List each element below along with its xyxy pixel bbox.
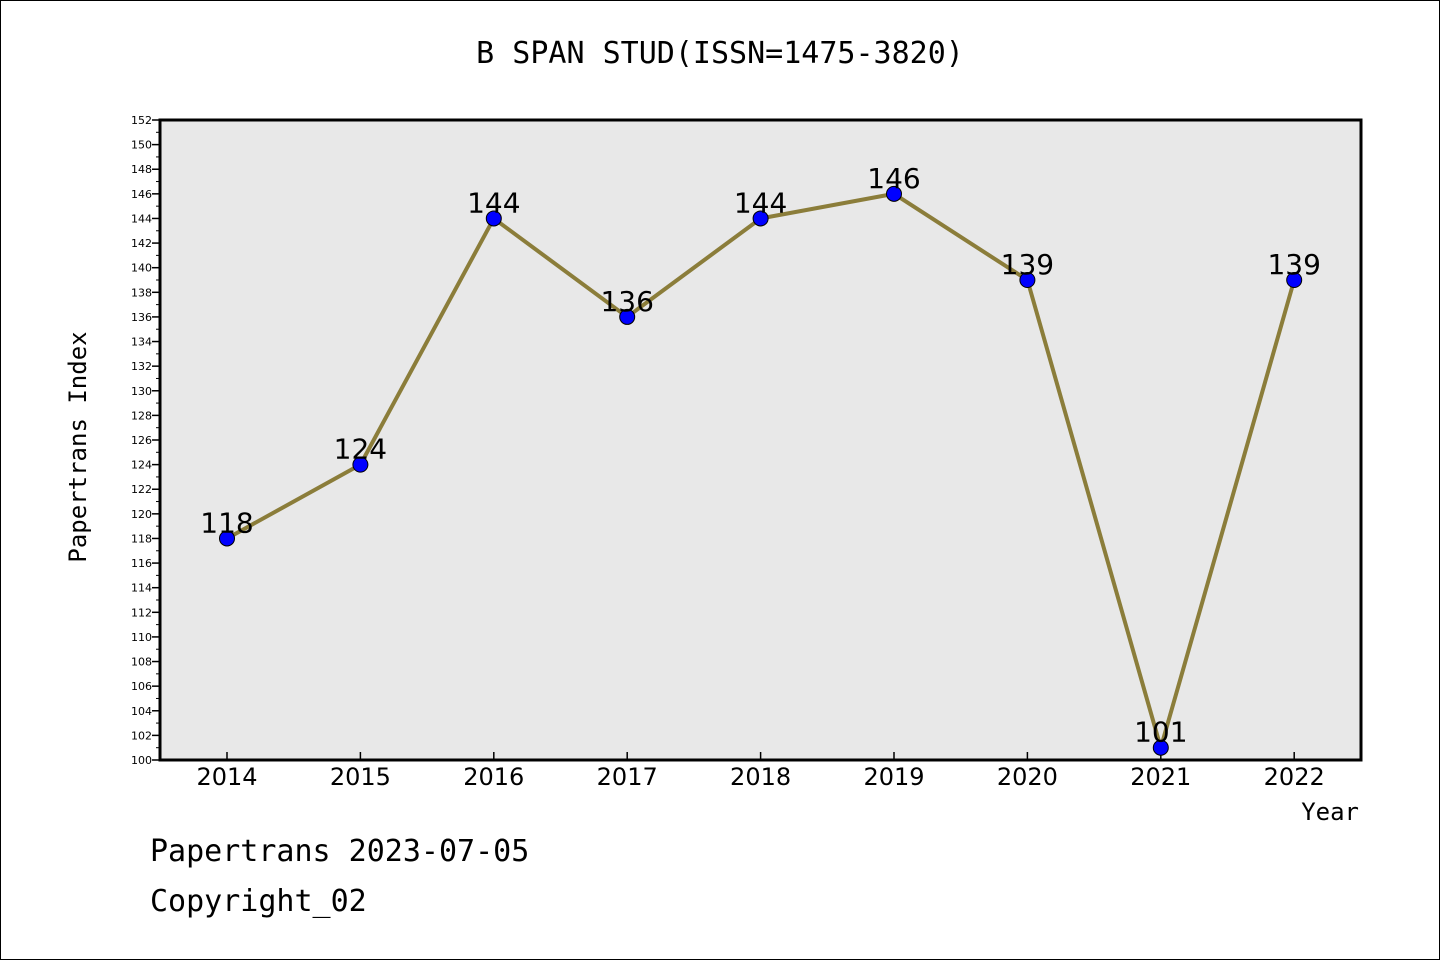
- x-tick-label: 2016: [463, 763, 524, 791]
- data-label: 118: [200, 506, 253, 539]
- y-tick-label: 132: [131, 360, 152, 373]
- data-point: [352, 456, 369, 473]
- y-tick-label: 148: [131, 163, 152, 176]
- x-tick-label: 2015: [330, 763, 391, 791]
- y-tick-label: 108: [131, 656, 152, 669]
- y-tick-label: 102: [131, 729, 152, 742]
- x-tick-label: 2017: [597, 763, 658, 791]
- y-tick-label: 134: [131, 336, 152, 349]
- y-tick-label: 126: [131, 434, 152, 447]
- data-label: 144: [734, 186, 787, 219]
- y-tick-label: 136: [131, 311, 152, 324]
- y-tick-label: 124: [131, 459, 152, 472]
- data-label: 139: [1001, 248, 1054, 281]
- data-label: 139: [1267, 248, 1320, 281]
- y-tick-label: 104: [131, 705, 152, 718]
- data-point: [886, 185, 902, 202]
- y-tick-label: 146: [131, 188, 152, 201]
- x-tick-label: 2022: [1264, 763, 1325, 791]
- data-label: 146: [867, 162, 920, 195]
- data-label: 124: [334, 433, 387, 466]
- x-axis: 2014 2015 2016 2017 2018 2019 2020 2021 2022: [196, 752, 1325, 791]
- x-tick-label: 2020: [997, 763, 1058, 791]
- y-tick-label: 144: [131, 212, 152, 225]
- x-tick-label: 2019: [863, 763, 924, 791]
- y-tick-label: 100: [131, 754, 152, 767]
- y-tick-label: 120: [131, 508, 152, 521]
- y-tick-label: 106: [131, 680, 152, 693]
- x-tick-label: 2018: [730, 763, 791, 791]
- y-tick-label: 114: [131, 582, 152, 595]
- data-point: [752, 210, 769, 227]
- y-tick-label: 112: [131, 606, 152, 619]
- chart-title: B SPAN STUD(ISSN=1475-3820): [476, 36, 964, 71]
- x-tick-label: 2014: [196, 763, 257, 791]
- x-axis-label: Year: [1301, 798, 1359, 826]
- y-tick-label: 150: [131, 139, 152, 152]
- data-point: [1152, 739, 1169, 756]
- data-point: [219, 530, 235, 547]
- y-tick-label: 142: [131, 237, 152, 250]
- data-label: 136: [600, 285, 653, 318]
- y-tick-label: 118: [131, 532, 152, 545]
- y-tick-label: 110: [131, 631, 152, 644]
- y-tick-label: 140: [131, 262, 152, 275]
- y-axis-label: Papertrans Index: [64, 331, 92, 562]
- data-label: 101: [1134, 716, 1187, 749]
- y-tick-label: 128: [131, 409, 152, 422]
- series-layer: 118 124 144 136 144 146 139 101 139: [200, 162, 1321, 756]
- y-tick-label: 116: [131, 557, 152, 570]
- plot-border: [158, 118, 1363, 762]
- x-tick-label: 2021: [1130, 763, 1191, 791]
- data-point: [485, 210, 502, 227]
- plot-area: [160, 120, 1361, 760]
- data-label: 144: [467, 186, 520, 219]
- y-axis: 100 102 104 106 108 110 112 114 116 118 120 122 124 1…: [131, 114, 160, 767]
- y-tick-label: 152: [131, 114, 152, 127]
- footer-copyright: Copyright_02: [150, 884, 367, 919]
- data-point: [1019, 272, 1036, 288]
- y-tick-label: 138: [131, 286, 152, 299]
- data-point: [619, 308, 636, 325]
- y-tick-label: 130: [131, 385, 152, 398]
- footer-source: Papertrans 2023-07-05: [150, 834, 530, 869]
- y-tick-label: 122: [131, 483, 152, 496]
- data-point: [1286, 272, 1303, 288]
